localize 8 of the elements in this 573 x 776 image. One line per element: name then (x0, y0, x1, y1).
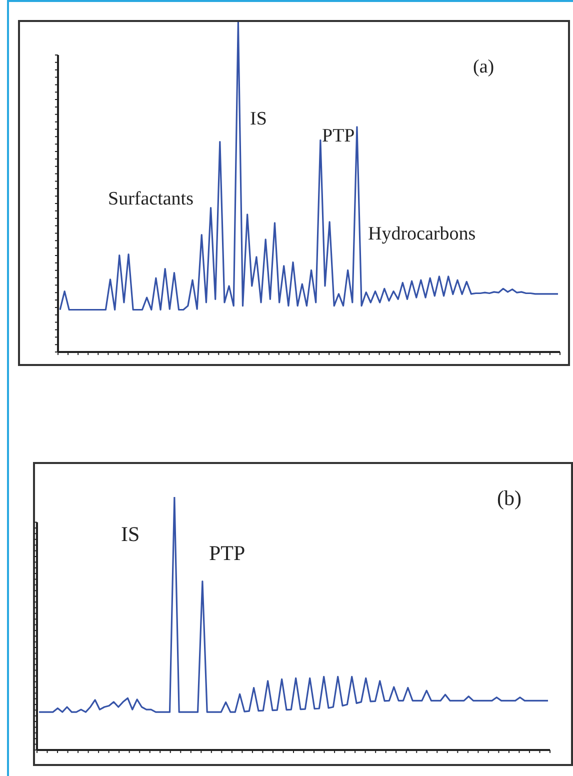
annotation: Surfactants (108, 188, 194, 210)
annotation: PTP (209, 541, 246, 566)
annotation: (a) (473, 56, 494, 78)
annotation: IS (121, 522, 140, 546)
annotation: IS (250, 108, 267, 130)
annotation: (b) (497, 486, 522, 510)
annotation: Hydrocarbons (368, 223, 476, 244)
annotation: PTP (322, 125, 355, 146)
